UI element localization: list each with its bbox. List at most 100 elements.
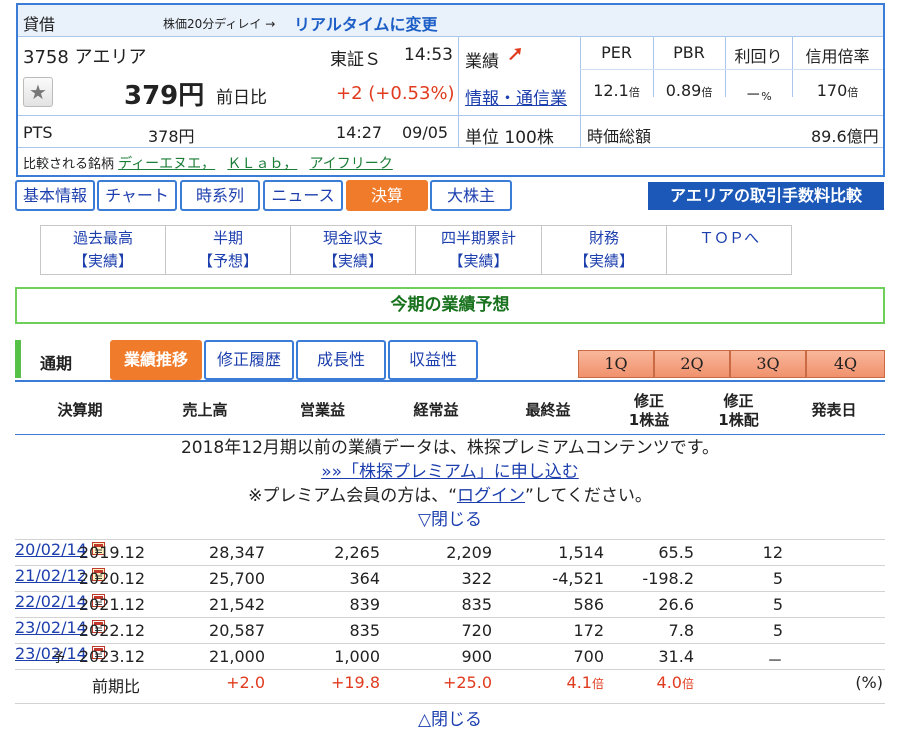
cell-net: -4,521 bbox=[552, 569, 604, 588]
tab-news[interactable]: ニュース bbox=[263, 180, 343, 211]
subnav-line: 過去最高 bbox=[72, 229, 133, 247]
subtab-profitability[interactable]: 収益性 bbox=[388, 340, 478, 380]
subnav-quarterly[interactable]: 四半期累計 【実績】 bbox=[416, 226, 542, 274]
document-icon[interactable] bbox=[91, 646, 105, 659]
table-row: 2022.12 20,587 835 720 172 7.8 5 23/02/1… bbox=[15, 617, 885, 643]
pts-label: PTS bbox=[23, 123, 53, 142]
subnav-line: 【実績】 bbox=[448, 252, 509, 270]
col-eps: 修正 1株益 bbox=[628, 392, 670, 429]
margin-ratio-number: 170 bbox=[816, 81, 848, 100]
industry-link[interactable]: 情報・通信業 bbox=[465, 89, 567, 109]
tab-timeseries[interactable]: 時系列 bbox=[180, 180, 260, 211]
cell-ordinary: 2,209 bbox=[446, 543, 492, 562]
cell-period: 2021.12 bbox=[78, 595, 145, 614]
cell-percent-unit: (%) bbox=[855, 673, 883, 692]
login-link[interactable]: ログイン bbox=[457, 486, 526, 506]
forecast-title: 今期の業績予想 bbox=[15, 287, 885, 324]
stock-market: 東証Ｓ bbox=[330, 50, 381, 70]
margin-ratio-unit: 倍 bbox=[847, 86, 859, 99]
subnav-line: 【実績】 bbox=[322, 252, 383, 270]
cell-operating: 1,000 bbox=[334, 647, 380, 666]
tab-chart[interactable]: チャート bbox=[97, 180, 177, 211]
compare-link[interactable]: ディーエヌエ， bbox=[118, 156, 216, 172]
compare-label: 比較される銘柄 bbox=[23, 157, 115, 172]
realtime-link[interactable]: リアルタイムに変更 bbox=[294, 15, 438, 34]
table-row-forecast: 予 2023.12 21,000 1,000 900 700 31.4 － 23… bbox=[15, 643, 885, 670]
premium-signup-link[interactable]: »»「株探プレミアム」に申し込む bbox=[321, 462, 579, 482]
margin-type-label: 貸借 bbox=[23, 15, 56, 34]
quarter-1q-button[interactable]: 1Q bbox=[578, 350, 654, 378]
stock-info-panel: 貸借 株価20分ディレイ → リアルタイムに変更 3758 アエリア 東証Ｓ 1… bbox=[16, 3, 885, 177]
document-icon[interactable] bbox=[91, 542, 105, 555]
subnav-record-high[interactable]: 過去最高 【実績】 bbox=[41, 226, 166, 274]
fee-comparison-banner[interactable]: アエリアの取引手数料比較 bbox=[648, 182, 884, 210]
pbr-label: PBR bbox=[673, 43, 705, 62]
document-icon[interactable] bbox=[91, 620, 105, 633]
cell-ordinary-change: +25.0 bbox=[442, 673, 492, 692]
period-label: 通期 bbox=[40, 354, 73, 373]
cell-date-link[interactable]: 23/02/14 bbox=[15, 618, 87, 637]
trading-unit: 単位 100株 bbox=[465, 128, 554, 148]
cell-net: 172 bbox=[573, 621, 604, 640]
compare-link[interactable]: アイフリーク bbox=[309, 156, 393, 172]
net-change-number: 4.1 bbox=[566, 673, 592, 692]
yield-unit: % bbox=[761, 90, 772, 103]
stock-code-name: 3758 アエリア bbox=[23, 47, 147, 68]
cell-net: 1,514 bbox=[558, 543, 604, 562]
document-icon[interactable] bbox=[91, 594, 105, 607]
subnav-line: 【実績】 bbox=[72, 252, 133, 270]
tab-shareholders[interactable]: 大株主 bbox=[430, 180, 512, 211]
prev-day-label: 前日比 bbox=[216, 88, 267, 108]
per-label: PER bbox=[601, 43, 632, 62]
col-sales: 売上高 bbox=[182, 401, 228, 419]
tab-earnings[interactable]: 決算 bbox=[346, 180, 428, 211]
col-dividend: 修正 1株配 bbox=[718, 392, 759, 429]
premium-text: 2018年12月期以前の業績データは、株探プレミアムコンテンツです。 bbox=[180, 438, 719, 458]
cell-date-link[interactable]: 20/02/14 bbox=[15, 540, 87, 559]
quarter-3q-button[interactable]: 3Q bbox=[730, 350, 806, 378]
subnav-cashflow[interactable]: 現金収支 【実績】 bbox=[291, 226, 416, 274]
cell-date-link[interactable]: 21/02/12 bbox=[15, 566, 87, 585]
cell-dividend: 5 bbox=[772, 621, 783, 640]
premium-login-line: ※プレミアム会員の方は、“ログイン”してください。 bbox=[15, 484, 885, 508]
market-cap-value: 89.6億円 bbox=[811, 127, 879, 146]
quarter-2q-button[interactable]: 2Q bbox=[654, 350, 730, 378]
subtab-growth[interactable]: 成長性 bbox=[296, 340, 386, 380]
net-change-unit: 倍 bbox=[591, 677, 604, 691]
col-operating: 営業益 bbox=[299, 401, 345, 419]
cell-sales: 20,587 bbox=[209, 621, 265, 640]
cell-date-link[interactable]: 23/02/14 bbox=[15, 644, 87, 663]
quarter-4q-button[interactable]: 4Q bbox=[806, 350, 885, 378]
cell-dividend: 5 bbox=[772, 569, 783, 588]
subnav-top[interactable]: ＴＯＰへ bbox=[667, 226, 791, 274]
table-row: 2020.12 25,700 364 322 -4,521 -198.2 5 2… bbox=[15, 565, 885, 591]
cell-date-link[interactable]: 22/02/14 bbox=[15, 592, 87, 611]
subnav-half-year[interactable]: 半期 【予想】 bbox=[166, 226, 291, 274]
cell-sales-change: +2.0 bbox=[226, 673, 265, 692]
yield-number: － bbox=[745, 85, 762, 104]
favorite-star-button[interactable]: ★ bbox=[23, 77, 53, 107]
table-top-border bbox=[15, 380, 885, 382]
pbr-value: 0.89倍 bbox=[653, 81, 725, 100]
margin-ratio-label: 信用倍率 bbox=[805, 47, 870, 66]
collapse-toggle[interactable]: ▽閉じる bbox=[417, 510, 483, 530]
divider bbox=[792, 37, 793, 97]
compare-link[interactable]: ＫＬａｂ， bbox=[227, 156, 298, 172]
divider bbox=[18, 147, 883, 148]
tab-basic-info[interactable]: 基本情報 bbox=[15, 180, 95, 211]
col-period: 決算期 bbox=[57, 401, 103, 419]
premium-login-text: ※プレミアム会員の方は、“ bbox=[248, 486, 458, 506]
cell-operating-change: +19.8 bbox=[330, 673, 380, 692]
per-unit: 倍 bbox=[628, 86, 640, 99]
yield-value: －% bbox=[725, 81, 792, 105]
subnav-financial[interactable]: 財務 【実績】 bbox=[542, 226, 667, 274]
pts-price: 378円 bbox=[148, 127, 195, 146]
document-icon[interactable] bbox=[91, 568, 105, 581]
subtab-revision[interactable]: 修正履歴 bbox=[204, 340, 294, 380]
star-icon: ★ bbox=[29, 80, 47, 104]
cell-dividend: 5 bbox=[772, 595, 783, 614]
subtab-trend[interactable]: 業績推移 bbox=[110, 340, 202, 380]
cell-operating: 839 bbox=[349, 595, 380, 614]
cell-eps: 31.4 bbox=[658, 647, 694, 666]
collapse-bottom-toggle[interactable]: △閉じる bbox=[15, 703, 885, 730]
